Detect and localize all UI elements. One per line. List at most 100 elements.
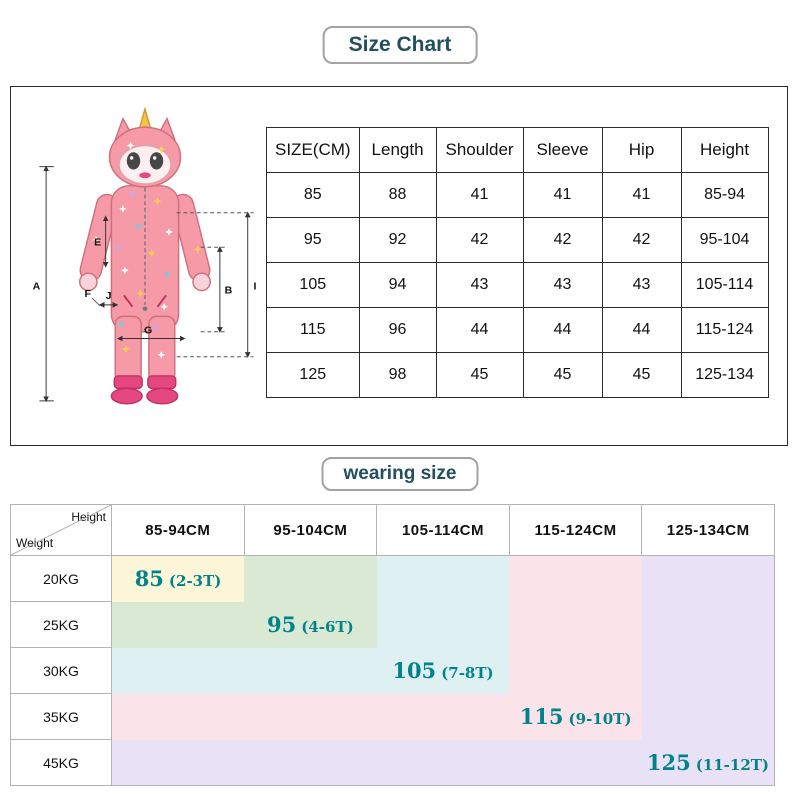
fit-cell: [509, 647, 642, 694]
right-eye-icon: [149, 152, 164, 170]
size-table-row: 105 94 43 43 43 105-114: [266, 262, 769, 308]
size-chart-panel: A E B I G J F SIZE(CM) Length Shoulder Slee…: [10, 86, 788, 446]
size-table-row: 95 92 42 42 42 95-104: [266, 217, 769, 263]
page-title: Size Chart: [322, 26, 478, 64]
size-cell: 45: [435, 352, 524, 398]
fit-cell: [244, 647, 377, 694]
corner-cell: Height Weight: [10, 504, 112, 556]
size-cell: 43: [522, 262, 603, 308]
weight-row-header: 30KG: [10, 647, 112, 694]
recommended-size-label: 95 (4-6T): [267, 612, 354, 637]
left-eye-icon: [126, 152, 141, 170]
fit-cell: [641, 647, 775, 694]
left-pocket: [123, 294, 134, 308]
size-col-header: Sleeve: [522, 127, 603, 173]
size-cell: 95-104: [680, 217, 769, 263]
size-cell: 41: [522, 172, 603, 218]
right-leg-cuff: [147, 375, 177, 390]
size-cell: 45: [522, 352, 603, 398]
fit-cell: [376, 739, 510, 786]
fit-cell: [111, 647, 245, 694]
left-cuff: [79, 272, 98, 292]
size-cell: 85-94: [680, 172, 769, 218]
zipper: [123, 187, 167, 312]
size-cell: 94: [358, 262, 437, 308]
size-cell: 105-114: [680, 262, 769, 308]
wearing-size-title: wearing size: [321, 457, 479, 491]
nose-icon: [139, 172, 151, 179]
fit-cell: [376, 693, 510, 740]
onesie-body: [79, 185, 211, 405]
measurement-arrows: [39, 165, 254, 403]
wearing-table-row: 30KG 105 (7-8T): [10, 647, 775, 694]
size-cell: 42: [435, 217, 524, 263]
height-col-header: 95-104CM: [243, 504, 378, 556]
fit-cell: 125 (11-12T): [641, 739, 775, 786]
fit-cell: [244, 693, 377, 740]
label-G: G: [144, 325, 152, 337]
label-A: A: [33, 281, 41, 293]
size-cell: 96: [358, 307, 437, 353]
left-leg-cuff: [113, 375, 143, 390]
fit-cell: 105 (7-8T): [376, 647, 510, 694]
size-col-header: SIZE(CM): [266, 127, 360, 173]
fit-cell: [641, 693, 775, 740]
size-cell: 85: [266, 172, 360, 218]
size-table-body: 85 88 41 41 41 85-94 95 92 42 42 42 95-104 105 94 43 43…: [266, 172, 769, 398]
recommended-size-label: 85 (2-3T): [134, 566, 222, 592]
fit-cell: [111, 693, 245, 740]
size-cell: 115: [266, 307, 360, 353]
wearing-table-row: 25KG 95 (4-6T): [10, 601, 775, 648]
size-table-row: 85 88 41 41 41 85-94: [266, 172, 769, 218]
size-col-header: Shoulder: [435, 127, 524, 173]
size-col-header: Length: [358, 127, 437, 173]
wearing-table-row: 20KG 85 (2-3T): [10, 555, 775, 602]
unicorn-onesie-illustration: A E B I G J F: [33, 106, 257, 405]
wearing-table-header-row: Height Weight 85-94CM 95-104CM 105-114CM 11…: [10, 504, 775, 556]
size-cell: 41: [435, 172, 524, 218]
corner-weight-label: Weight: [16, 536, 54, 550]
recommended-size-label: 115 (9-10T): [519, 704, 632, 729]
unicorn-hood: [108, 106, 182, 188]
measurement-labels: A E B I G J F: [33, 236, 257, 336]
weight-row-header: 45KG: [10, 739, 112, 786]
label-B: B: [225, 284, 233, 296]
weight-row-header: 35KG: [10, 693, 112, 740]
fit-cell: [111, 601, 245, 648]
size-cell: 41: [601, 172, 682, 218]
size-cell: 43: [435, 262, 524, 308]
fit-cell: [509, 555, 642, 602]
fit-cell: 115 (9-10T): [509, 693, 642, 740]
fit-cell: [641, 601, 775, 648]
weight-row-header: 20KG: [10, 555, 112, 602]
right-cuff: [192, 272, 211, 292]
size-cell: 42: [522, 217, 603, 263]
height-col-header: 115-124CM: [508, 504, 643, 556]
recommended-size-label: 125 (11-12T): [646, 749, 770, 775]
size-table-row: 125 98 45 45 45 125-134: [266, 352, 769, 398]
label-E: E: [94, 236, 101, 248]
size-col-header: Hip: [601, 127, 682, 173]
size-cell: 125: [266, 352, 360, 398]
fit-cell: [509, 739, 642, 786]
wearing-table-row: 45KG 125 (11-12T): [10, 739, 775, 786]
right-pocket: [156, 294, 167, 308]
size-cell: 115-124: [680, 307, 769, 353]
label-J: J: [106, 290, 112, 302]
size-cell: 44: [601, 307, 682, 353]
size-table: SIZE(CM) Length Shoulder Sleeve Hip Height 85…: [266, 127, 769, 398]
label-F: F: [85, 288, 92, 300]
size-cell: 95: [266, 217, 360, 263]
left-foot: [110, 387, 143, 405]
wearing-table-body: 20KG 85 (2-3T) 25KG 95 (4-6T) 30KG 105 (7-8T) 35K…: [10, 555, 775, 786]
size-cell: 43: [601, 262, 682, 308]
size-cell: 88: [358, 172, 437, 218]
height-col-header: 125-134CM: [641, 504, 775, 556]
fit-cell: 95 (4-6T): [244, 601, 377, 648]
height-col-header: 105-114CM: [376, 504, 510, 556]
height-col-header: 85-94CM: [111, 504, 245, 556]
size-cell: 92: [358, 217, 437, 263]
wearing-table-row: 35KG 115 (9-10T): [10, 693, 775, 740]
size-cell: 44: [435, 307, 524, 353]
size-cell: 98: [358, 352, 437, 398]
